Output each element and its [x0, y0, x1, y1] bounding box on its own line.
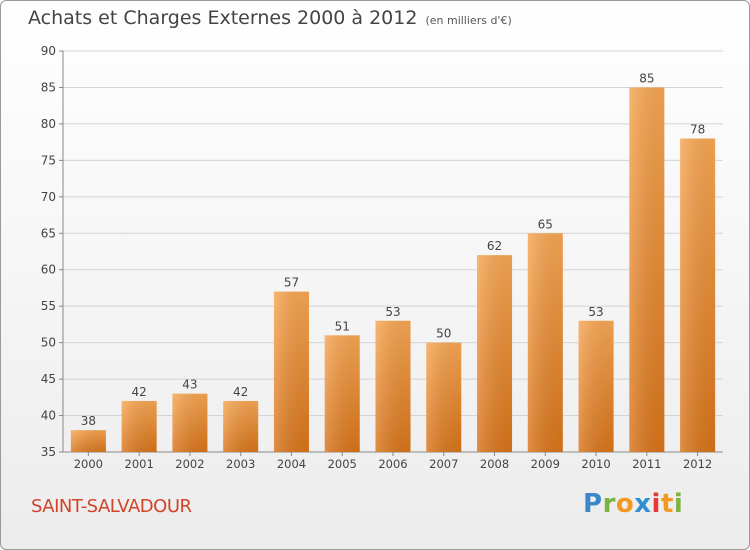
x-tick-label: 2002: [175, 457, 204, 471]
logo-letter: t: [660, 489, 674, 519]
logo-letter: i: [673, 489, 684, 519]
axes: 35 40 45 50 55 60 65 70 75 80 85 90: [41, 44, 723, 459]
chart-subtitle: (en milliers d'€): [425, 14, 512, 27]
y-tick-label: 80: [41, 117, 56, 131]
bar-shade: [426, 342, 462, 452]
logo-letter: x: [634, 489, 652, 519]
bar-shade: [121, 400, 157, 452]
data-label: 42: [132, 385, 147, 399]
y-tick-label: 90: [41, 44, 56, 58]
data-label: 53: [588, 305, 603, 319]
bar-shade: [629, 87, 665, 453]
data-label: 42: [233, 385, 248, 399]
x-tick-label: 2003: [226, 457, 255, 471]
y-tick-label: 45: [41, 372, 56, 386]
bar-shade: [680, 138, 716, 452]
x-tick-label: 2005: [328, 457, 357, 471]
data-label: 43: [182, 378, 197, 392]
data-label: 38: [81, 414, 96, 428]
logo-letter: i: [651, 489, 661, 519]
x-tick-label: 2001: [125, 457, 154, 471]
y-tick-label: 65: [41, 226, 56, 240]
data-label: 85: [639, 71, 654, 85]
bar-shade: [273, 291, 309, 452]
logo-letter: r: [602, 489, 616, 519]
logo-letter: P: [583, 489, 603, 519]
bar-shade: [477, 255, 513, 452]
y-tick-label: 35: [41, 445, 56, 459]
proxiti-logo: Proxiti: [583, 489, 683, 519]
data-label: 51: [335, 319, 350, 333]
bar-shade: [324, 335, 360, 452]
y-tick-label: 55: [41, 299, 56, 313]
place-name: SAINT-SALVADOUR: [31, 496, 192, 517]
bars: [70, 87, 716, 453]
chart-title-text: Achats et Charges Externes 2000 à 2012: [28, 7, 418, 29]
y-tick-label: 50: [41, 336, 56, 350]
x-tick-label: 2011: [632, 457, 661, 471]
y-tick-label: 40: [41, 409, 56, 423]
x-tick-label: 2000: [74, 457, 103, 471]
x-tick-label: 2010: [581, 457, 610, 471]
y-tick-label: 85: [41, 80, 56, 94]
data-label: 53: [385, 305, 400, 319]
bar-shade: [375, 320, 411, 452]
x-tick-label: 2007: [429, 457, 458, 471]
x-tick-label: 2008: [480, 457, 509, 471]
labels: 38 2000 42 2001 43 2002 42 2003 57 2004 51 2005 53 20…: [74, 71, 713, 471]
data-label: 78: [690, 122, 705, 136]
data-label: 50: [436, 327, 451, 341]
y-tick-label: 75: [41, 153, 56, 167]
bar-shade: [527, 233, 563, 452]
bar-shade: [578, 320, 614, 452]
x-tick-label: 2012: [683, 457, 712, 471]
x-tick-label: 2004: [277, 457, 306, 471]
y-tick-label: 70: [41, 190, 56, 204]
data-label: 65: [538, 217, 553, 231]
x-tick-label: 2006: [378, 457, 407, 471]
logo-letter: o: [615, 489, 635, 519]
chart-title: Achats et Charges Externes 2000 à 2012 (e…: [28, 7, 512, 29]
bar-shade: [70, 430, 106, 452]
bar-shade: [172, 393, 208, 452]
data-label: 62: [487, 239, 502, 253]
x-tick-label: 2009: [531, 457, 560, 471]
y-tick-label: 60: [41, 263, 56, 277]
data-label: 57: [284, 276, 299, 290]
bar-shade: [223, 400, 259, 452]
